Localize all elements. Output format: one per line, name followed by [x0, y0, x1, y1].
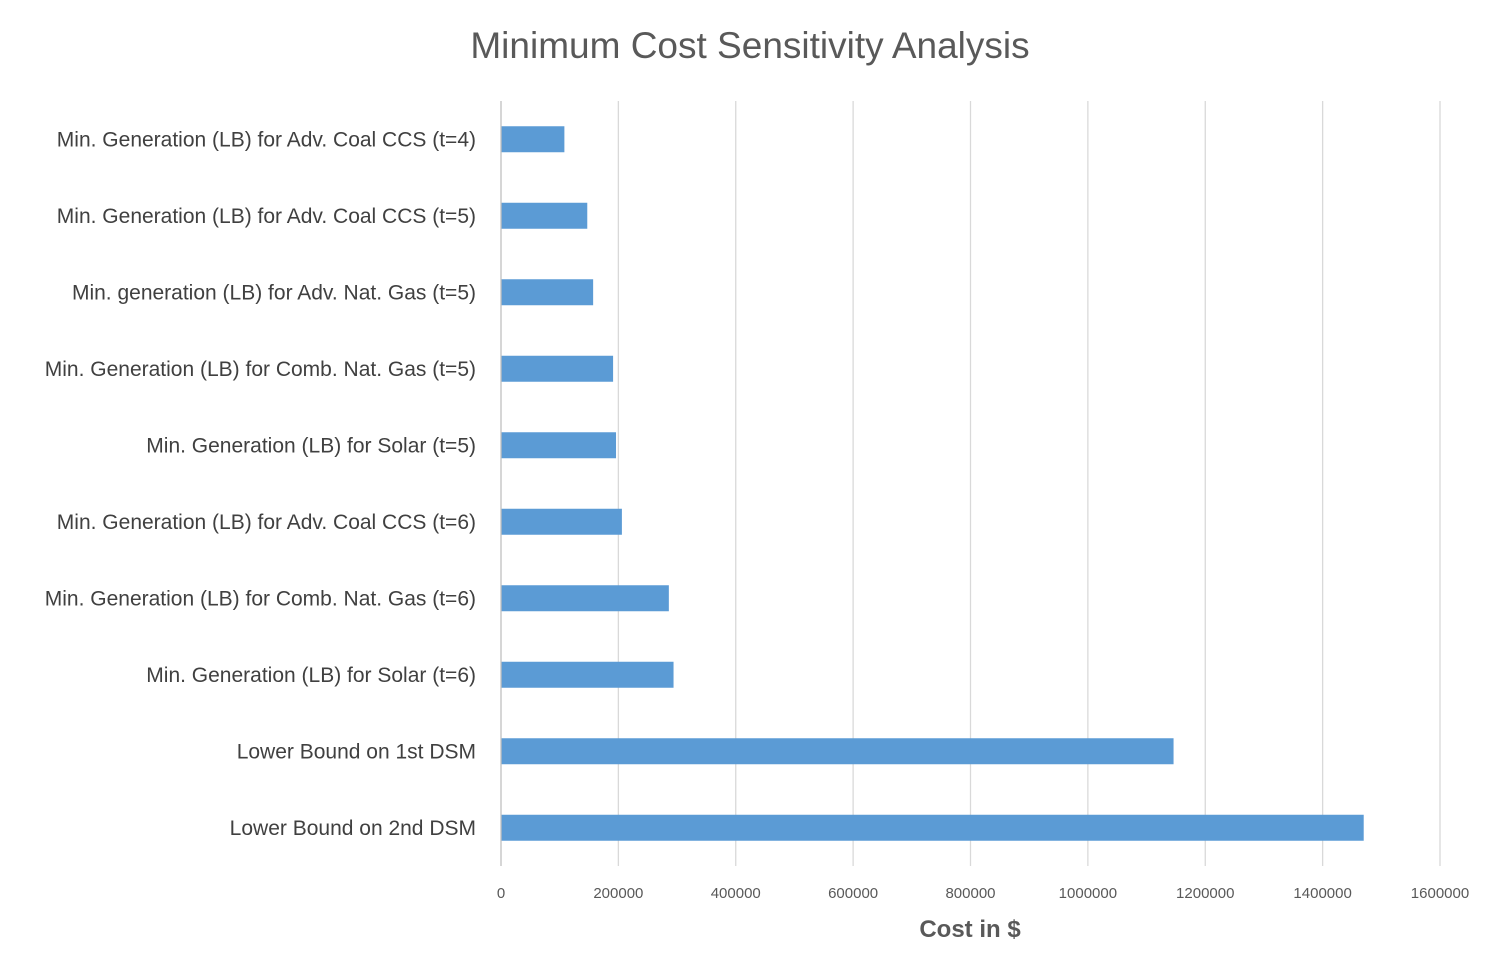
bar — [501, 202, 588, 229]
category-label: Min. Generation (LB) for Adv. Coal CCS (… — [57, 511, 476, 534]
bar — [501, 508, 622, 535]
bar — [501, 661, 674, 688]
category-label: Lower Bound on 1st DSM — [237, 740, 476, 763]
x-tick-label: 1200000 — [1176, 885, 1234, 902]
bar — [501, 126, 565, 153]
chart-title: Minimum Cost Sensitivity Analysis — [470, 25, 1029, 66]
category-labels: Min. Generation (LB) for Adv. Coal CCS (… — [45, 128, 476, 840]
x-axis-title: Cost in $ — [919, 916, 1021, 943]
x-tick-labels: 0 200000 400000 600000 800000 1000000 1200000 1… — [497, 885, 1469, 902]
x-tick-label: 600000 — [828, 885, 878, 902]
bar — [501, 814, 1364, 841]
x-tick-label: 200000 — [593, 885, 643, 902]
bar — [501, 432, 617, 459]
bar — [501, 738, 1174, 765]
gridlines — [617, 101, 1441, 866]
category-label: Min. Generation (LB) for Solar (t=5) — [146, 434, 476, 457]
category-label: Min. Generation (LB) for Comb. Nat. Gas … — [45, 587, 476, 610]
x-tick-label: 1600000 — [1411, 885, 1469, 902]
category-label: Min. Generation (LB) for Solar (t=6) — [146, 664, 476, 687]
x-tick-label: 1000000 — [1059, 885, 1117, 902]
bar — [501, 355, 614, 382]
category-label: Lower Bound on 2nd DSM — [230, 817, 476, 840]
bar — [501, 585, 669, 612]
bar — [501, 279, 594, 306]
bars — [501, 126, 1364, 841]
category-label: Min. Generation (LB) for Adv. Coal CCS (… — [57, 205, 476, 228]
category-label: Min. Generation (LB) for Adv. Coal CCS (… — [57, 128, 476, 151]
x-tick-label: 1400000 — [1293, 885, 1351, 902]
x-tick-label: 400000 — [711, 885, 761, 902]
x-tick-label: 0 — [497, 885, 505, 902]
category-label: Min. generation (LB) for Adv. Nat. Gas (… — [72, 281, 476, 304]
x-tick-label: 800000 — [945, 885, 995, 902]
category-label: Min. Generation (LB) for Comb. Nat. Gas … — [45, 358, 476, 381]
